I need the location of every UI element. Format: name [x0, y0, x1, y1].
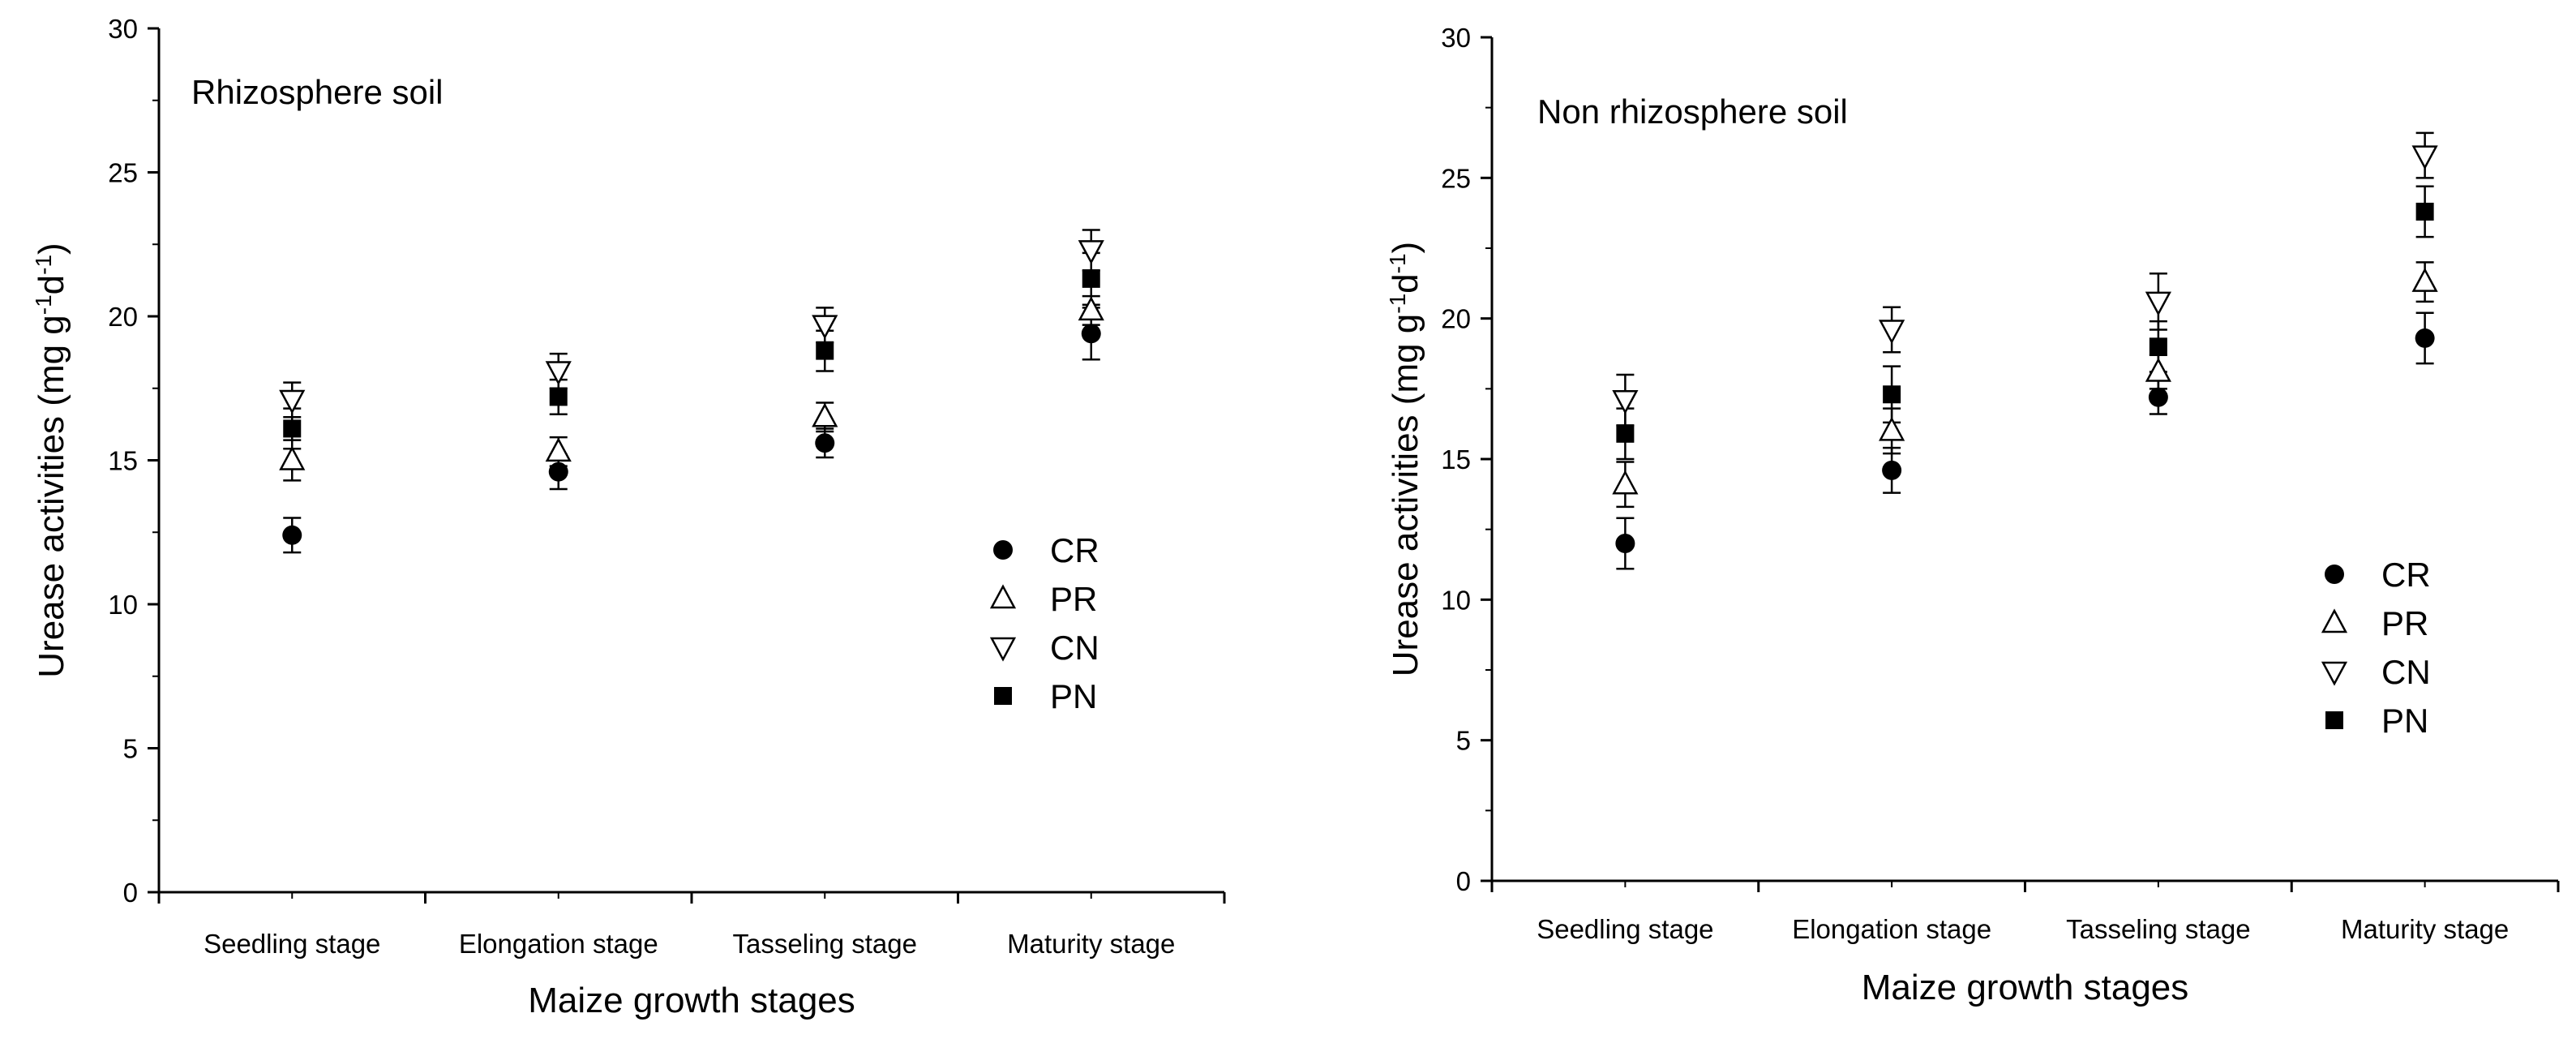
- data-point-pr: [279, 445, 306, 470]
- legend-marker-pn: [994, 687, 1012, 705]
- y-tick-label: 30: [1441, 23, 1471, 53]
- data-point-pn: [283, 419, 302, 438]
- y-axis-title-part: Urease activities (mg g: [32, 315, 71, 677]
- data-point-cr: [282, 525, 302, 545]
- data-point-pn: [2149, 337, 2167, 356]
- y-tick-label: 0: [123, 878, 138, 908]
- data-point-cn: [279, 389, 306, 414]
- data-point-cn: [1879, 320, 1905, 345]
- data-point-pr: [2145, 357, 2171, 382]
- legend-marker-pn: [2325, 711, 2343, 729]
- x-category-label: Elongation stage: [459, 929, 658, 959]
- y-tick-label: 5: [123, 734, 138, 764]
- x-category-label: Maturity stage: [1007, 929, 1175, 959]
- data-point-pn: [1616, 424, 1635, 443]
- legend-label: CN: [2381, 653, 2431, 691]
- data-point-cn: [1078, 240, 1104, 264]
- data-point-pn: [1082, 269, 1100, 288]
- y-axis-title: Urease activities (mg g-1d-1): [31, 243, 72, 677]
- legend-marker-cn: [2321, 661, 2348, 686]
- data-point-cn: [812, 315, 838, 340]
- y-tick-label: 15: [1441, 444, 1471, 474]
- x-category-label: Tasseling stage: [2066, 914, 2250, 944]
- data-point-cr: [2148, 387, 2168, 407]
- data-point-cn: [2145, 291, 2171, 316]
- y-axis-title-superscript: -1: [31, 294, 56, 315]
- y-tick-label: 25: [1441, 163, 1471, 193]
- data-point-cn: [2411, 145, 2438, 170]
- data-point-cn: [545, 361, 572, 386]
- data-point-pr: [812, 402, 838, 427]
- legend-label: CR: [1050, 531, 1099, 569]
- y-tick-label: 10: [108, 590, 138, 620]
- data-point-cr: [1882, 460, 1902, 480]
- panel-title: Non rhizosphere soil: [1537, 92, 1848, 131]
- chart-panel-1: 0 5 10 15 20 25 30 Seedling stage Elongation sta…: [31, 14, 1226, 1020]
- y-axis-title-superscript: -1: [1385, 294, 1410, 314]
- y-tick-label: 0: [1456, 866, 1471, 896]
- legend-marker-cn: [989, 637, 1017, 662]
- data-point-cr: [2415, 328, 2435, 348]
- legend-marker-pr: [989, 584, 1017, 609]
- data-point-pr: [1078, 296, 1104, 321]
- legend-marker-cr: [993, 540, 1013, 560]
- y-tick-label: 5: [1456, 726, 1471, 756]
- data-point-cr: [815, 433, 835, 453]
- y-axis-title-part: Urease activities (mg g: [1386, 314, 1425, 676]
- data-point-cr: [1081, 324, 1101, 344]
- legend-marker-pr: [2321, 608, 2348, 633]
- legend-label: PR: [2381, 604, 2428, 642]
- panel-title: Rhizosphere soil: [191, 73, 444, 111]
- x-category-label: Tasseling stage: [733, 929, 917, 959]
- legend-marker-cr: [2325, 565, 2344, 584]
- y-axis-title-part: d: [1386, 273, 1425, 293]
- y-tick-label: 20: [108, 302, 138, 332]
- legend-label: PN: [1050, 677, 1097, 715]
- data-point-cr: [548, 462, 568, 482]
- y-axis-title-part: d: [32, 275, 71, 294]
- data-point-pn: [1883, 385, 1901, 404]
- legend-label: CN: [1050, 629, 1099, 667]
- y-axis-title: Urease activities (mg g-1d-1): [1385, 242, 1426, 676]
- x-category-label: Maturity stage: [2341, 914, 2509, 944]
- x-axis-title: Maize growth stages: [1862, 968, 2189, 1007]
- legend-label: CR: [2381, 556, 2431, 594]
- y-tick-label: 30: [108, 14, 138, 44]
- data-point-pr: [545, 437, 572, 462]
- data-point-pr: [1879, 416, 1905, 441]
- y-axis-title-part: ): [1386, 242, 1425, 254]
- x-category-label: Elongation stage: [1792, 914, 1991, 944]
- data-point-pr: [2411, 267, 2438, 292]
- y-tick-label: 15: [108, 446, 138, 476]
- y-axis-title-superscript: -1: [1385, 253, 1410, 273]
- legend-label: PN: [2381, 702, 2428, 740]
- y-tick-label: 20: [1441, 304, 1471, 334]
- y-tick-label: 25: [108, 158, 138, 188]
- x-category-label: Seedling stage: [1537, 914, 1713, 944]
- data-point-pn: [549, 388, 568, 406]
- data-point-pn: [816, 341, 834, 360]
- chart-panel-2: 0 5 10 15 20 25 30 Seedling stage Elongation sta…: [1385, 23, 2560, 1007]
- data-point-pn: [2415, 202, 2434, 221]
- x-axis-title: Maize growth stages: [528, 981, 855, 1020]
- legend-label: PR: [1050, 580, 1097, 618]
- y-axis-title-superscript: -1: [31, 255, 56, 275]
- data-point-pr: [1612, 470, 1639, 495]
- y-tick-label: 10: [1441, 585, 1471, 615]
- x-category-label: Seedling stage: [204, 929, 380, 959]
- data-point-cn: [1612, 389, 1639, 414]
- data-point-cr: [1615, 534, 1635, 553]
- y-axis-title-part: ): [32, 243, 71, 255]
